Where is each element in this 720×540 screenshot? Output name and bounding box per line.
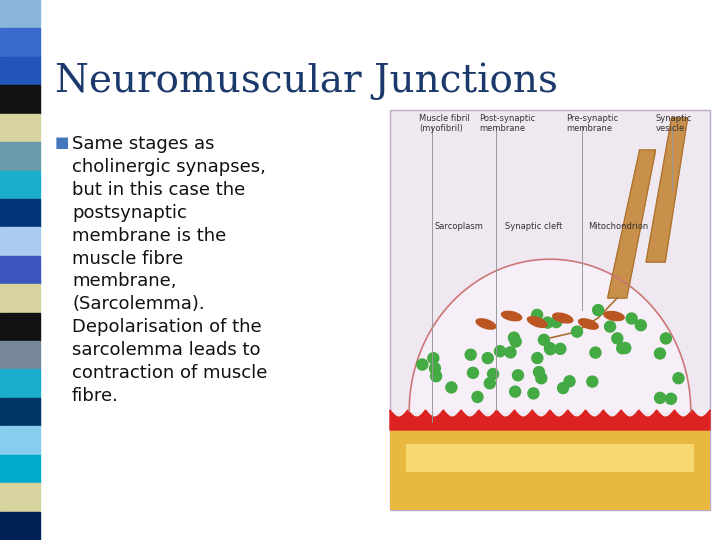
- Bar: [0, 398, 40, 426]
- Bar: [0, 199, 40, 227]
- Circle shape: [428, 353, 438, 364]
- Ellipse shape: [552, 313, 574, 323]
- Circle shape: [417, 359, 428, 370]
- Polygon shape: [390, 259, 710, 411]
- Polygon shape: [390, 410, 710, 430]
- Circle shape: [539, 334, 549, 346]
- Bar: [0, 455, 40, 483]
- Circle shape: [528, 388, 539, 399]
- Circle shape: [495, 346, 505, 357]
- Circle shape: [536, 373, 546, 384]
- Circle shape: [545, 344, 556, 355]
- Bar: [0, 256, 40, 284]
- Circle shape: [620, 342, 631, 354]
- Text: Pre-synaptic
membrane: Pre-synaptic membrane: [566, 114, 618, 133]
- Circle shape: [590, 347, 601, 358]
- Circle shape: [542, 317, 553, 328]
- Circle shape: [626, 313, 637, 324]
- Bar: [0, 0, 40, 29]
- Bar: [0, 341, 40, 369]
- Circle shape: [557, 382, 569, 394]
- Bar: [0, 85, 40, 114]
- Bar: [0, 483, 40, 511]
- Bar: [0, 29, 40, 57]
- Circle shape: [572, 326, 582, 337]
- Bar: [390, 430, 710, 510]
- Bar: [0, 511, 40, 540]
- Circle shape: [660, 333, 672, 344]
- Text: Neuromuscular Junctions: Neuromuscular Junctions: [55, 62, 558, 99]
- Circle shape: [510, 386, 521, 397]
- Text: Synaptic
vesicle: Synaptic vesicle: [656, 114, 692, 133]
- Circle shape: [564, 376, 575, 387]
- Circle shape: [446, 382, 457, 393]
- Circle shape: [485, 378, 495, 389]
- Bar: [390, 110, 710, 510]
- Circle shape: [482, 353, 493, 363]
- Circle shape: [654, 348, 665, 359]
- Circle shape: [551, 316, 562, 328]
- Ellipse shape: [527, 316, 548, 328]
- Polygon shape: [646, 118, 688, 262]
- Bar: [0, 171, 40, 199]
- Circle shape: [665, 393, 677, 404]
- Circle shape: [472, 392, 483, 402]
- Circle shape: [605, 321, 616, 332]
- Circle shape: [617, 343, 628, 354]
- Circle shape: [555, 343, 566, 354]
- Circle shape: [593, 305, 603, 316]
- Circle shape: [534, 367, 544, 377]
- Circle shape: [505, 347, 516, 358]
- Circle shape: [612, 333, 623, 344]
- Bar: [0, 426, 40, 455]
- Circle shape: [654, 393, 665, 403]
- Text: Synaptic cleft: Synaptic cleft: [505, 222, 562, 231]
- Circle shape: [587, 376, 598, 387]
- Ellipse shape: [603, 310, 625, 321]
- Text: Muscle fibril
(myofibril): Muscle fibril (myofibril): [419, 114, 469, 133]
- Bar: [0, 227, 40, 256]
- Ellipse shape: [501, 310, 523, 321]
- Bar: [0, 114, 40, 142]
- Circle shape: [531, 309, 543, 320]
- Polygon shape: [608, 150, 656, 298]
- Circle shape: [465, 349, 476, 360]
- Circle shape: [673, 373, 684, 384]
- Circle shape: [513, 370, 523, 381]
- Circle shape: [635, 320, 647, 330]
- Circle shape: [532, 353, 543, 363]
- Bar: [0, 284, 40, 313]
- Text: Sarcoplasm: Sarcoplasm: [435, 222, 484, 231]
- Circle shape: [508, 332, 519, 343]
- Circle shape: [544, 343, 555, 354]
- Circle shape: [487, 368, 498, 380]
- Ellipse shape: [475, 318, 497, 330]
- Circle shape: [429, 363, 441, 374]
- Circle shape: [467, 367, 479, 379]
- Text: Mitochondrion: Mitochondrion: [588, 222, 649, 231]
- Text: Same stages as
cholinergic synapses,
but in this case the
postsynaptic
membrane : Same stages as cholinergic synapses, but…: [72, 135, 267, 405]
- Circle shape: [431, 370, 441, 382]
- Bar: [0, 142, 40, 171]
- Bar: [0, 369, 40, 398]
- Bar: [0, 57, 40, 85]
- Bar: [0, 313, 40, 341]
- Text: Post-synaptic
membrane: Post-synaptic membrane: [480, 114, 536, 133]
- Bar: [406, 444, 694, 472]
- Ellipse shape: [578, 318, 599, 330]
- Circle shape: [510, 336, 521, 347]
- Text: ■: ■: [55, 135, 69, 150]
